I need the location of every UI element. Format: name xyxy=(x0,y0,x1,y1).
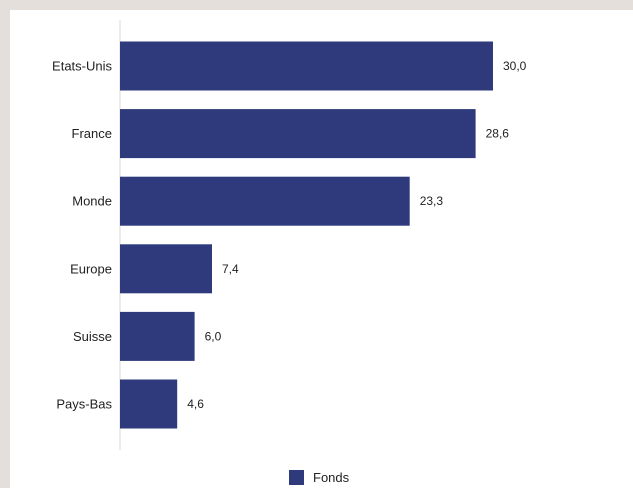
value-label-1: 28,6 xyxy=(486,127,510,141)
value-label-4: 6,0 xyxy=(205,329,222,343)
value-label-0: 30,0 xyxy=(503,59,527,73)
value-label-5: 4,6 xyxy=(187,397,204,411)
category-label-1: France xyxy=(72,126,112,141)
bar-chart: Etats-Unis 30,0 France 28,6 Monde 23,3 Europe 7… xyxy=(52,20,527,485)
bar-0[interactable] xyxy=(120,41,493,91)
legend[interactable]: Fonds xyxy=(289,470,350,485)
legend-swatch xyxy=(289,470,304,485)
bar-5[interactable] xyxy=(120,379,178,429)
bar-1[interactable] xyxy=(120,109,476,159)
chart-card: Etats-Unis 30,0 France 28,6 Monde 23,3 Europe 7… xyxy=(10,10,633,488)
category-label-3: Europe xyxy=(70,261,112,276)
category-label-2: Monde xyxy=(72,194,112,209)
category-label-0: Etats-Unis xyxy=(52,59,112,74)
category-label-4: Suisse xyxy=(73,329,112,344)
bar-2[interactable] xyxy=(120,176,410,226)
value-label-2: 23,3 xyxy=(420,194,444,208)
bars-group: Etats-Unis 30,0 France 28,6 Monde 23,3 Europe 7… xyxy=(52,41,527,429)
category-label-5: Pays-Bas xyxy=(56,397,112,412)
legend-label: Fonds xyxy=(313,470,350,485)
bar-3[interactable] xyxy=(120,244,212,294)
value-label-3: 7,4 xyxy=(222,262,239,276)
bar-4[interactable] xyxy=(120,311,195,361)
